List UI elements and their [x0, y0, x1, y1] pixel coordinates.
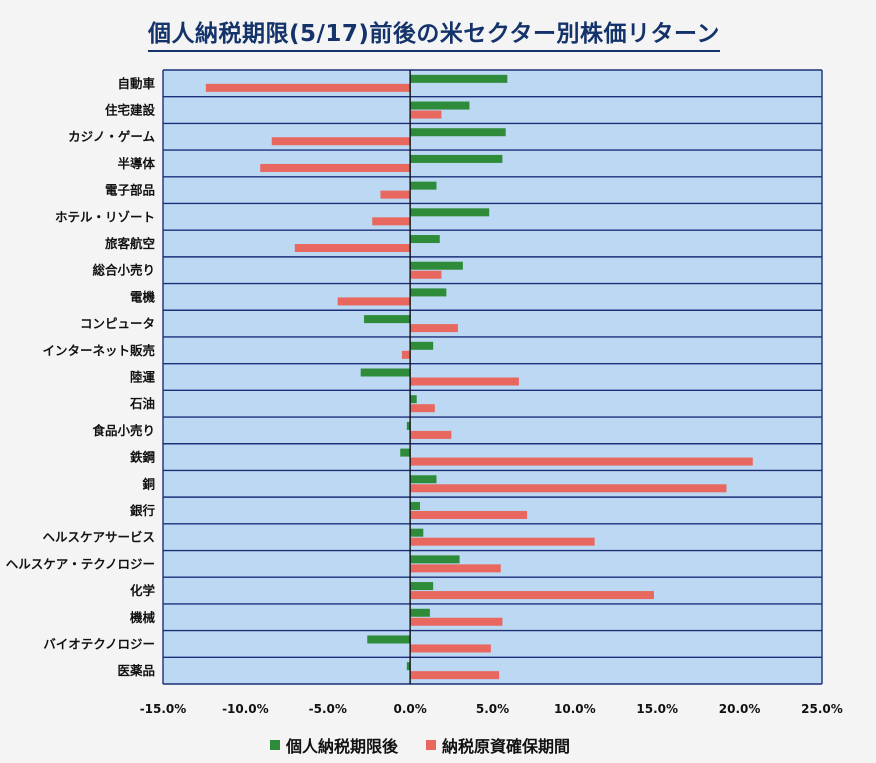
category-label: インターネット販売 [42, 343, 155, 358]
x-tick-label: -10.0% [222, 702, 269, 716]
bar-series-1 [410, 101, 470, 110]
category-label: コンピュータ [80, 316, 155, 331]
category-label: 鉄鋼 [130, 450, 155, 465]
bar-series-1 [410, 235, 440, 244]
bar-series-1 [367, 635, 411, 644]
bar-series-1 [410, 208, 490, 217]
bar-series-2 [410, 110, 442, 119]
legend-item-series-1: 個人納税期限後 [270, 733, 398, 757]
legend-item-series-2: 納税原資確保期間 [426, 733, 570, 757]
x-tick-label: -15.0% [140, 702, 187, 716]
legend: 個人納税期限後 納税原資確保期間 [270, 733, 592, 757]
category-label: バイオテクノロジー [43, 636, 155, 651]
bar-series-1 [410, 261, 463, 270]
legend-swatch-series-2 [426, 740, 437, 750]
bar-series-1 [410, 555, 460, 564]
bar-series-1 [410, 154, 503, 163]
bar-series-2 [372, 217, 411, 226]
bar-series-2 [410, 510, 528, 519]
legend-label-series-1: 個人納税期限後 [286, 737, 399, 756]
bar-series-2 [410, 324, 458, 333]
bar-series-2 [410, 377, 519, 386]
x-tick-label: 20.0% [719, 702, 761, 716]
bar-series-1 [410, 181, 437, 190]
category-label: 銀行 [129, 503, 156, 518]
bar-series-1 [360, 368, 411, 377]
bar-series-2 [410, 270, 442, 279]
bar-series-1 [406, 662, 411, 671]
category-label: 石油 [129, 396, 155, 411]
legend-swatch-series-1 [270, 740, 280, 750]
bar-series-2 [410, 404, 435, 413]
bar-series-1 [410, 608, 430, 617]
x-tick-label: 15.0% [636, 702, 678, 716]
category-label: 電機 [130, 289, 156, 304]
bar-series-1 [410, 528, 424, 537]
category-label: 機械 [130, 610, 156, 625]
bar-series-1 [410, 341, 434, 350]
bar-series-1 [410, 288, 447, 297]
x-tick-label: 10.0% [554, 702, 596, 716]
bar-series-2 [410, 430, 452, 439]
category-label: 自動車 [117, 76, 155, 91]
bar-series-1 [410, 582, 434, 591]
bar-series-2 [410, 484, 727, 493]
category-label: 半導体 [117, 156, 155, 171]
bar-series-2 [410, 537, 595, 546]
bar-series-1 [363, 315, 411, 324]
bar-series-2 [410, 671, 500, 680]
bar-series-2 [260, 163, 411, 172]
bar-series-1 [410, 395, 417, 404]
category-label: 旅客航空 [104, 236, 155, 251]
category-label: ヘルスケアサービス [42, 530, 155, 545]
category-label: ヘルスケア・テクノロジー [6, 556, 155, 571]
bar-series-2 [410, 617, 503, 626]
bar-series-1 [406, 421, 411, 430]
bar-series-1 [410, 501, 421, 510]
bar-series-2 [205, 83, 411, 92]
plot-area [163, 70, 822, 684]
bar-series-1 [400, 448, 411, 457]
bar-series-1 [410, 74, 508, 83]
category-label: カジノ・ゲーム [68, 129, 155, 144]
x-tick-label: -5.0% [309, 702, 347, 716]
category-label: 医薬品 [117, 663, 155, 678]
category-label: 電子部品 [105, 183, 155, 198]
category-label: 食品小売り [91, 423, 155, 438]
category-label: 総合小売り [92, 263, 155, 278]
x-tick-label: 25.0% [801, 702, 843, 716]
bar-series-2 [401, 350, 411, 359]
bar-series-2 [410, 591, 654, 600]
bar-series-2 [410, 644, 491, 653]
bar-series-1 [410, 128, 506, 137]
x-tick-label: 5.0% [476, 702, 509, 716]
category-label: 住宅建設 [105, 103, 156, 118]
bar-series-2 [410, 564, 501, 573]
bar-series-2 [294, 244, 411, 253]
bar-series-2 [410, 457, 753, 466]
category-label: ホテル・リゾート [55, 209, 155, 224]
x-tick-label: 0.0% [393, 702, 426, 716]
category-label: 銅 [141, 476, 155, 491]
bar-series-2 [337, 297, 411, 306]
category-label: 化学 [130, 583, 156, 598]
bar-series-1 [410, 475, 437, 484]
chart-title: 個人納税期限(5/17)前後の米セクター別株価リターン [148, 14, 720, 52]
bar-series-2 [380, 190, 411, 199]
bar-series-2 [271, 137, 411, 146]
legend-label-series-2: 納税原資確保期間 [442, 737, 571, 756]
category-label: 陸運 [130, 370, 156, 385]
